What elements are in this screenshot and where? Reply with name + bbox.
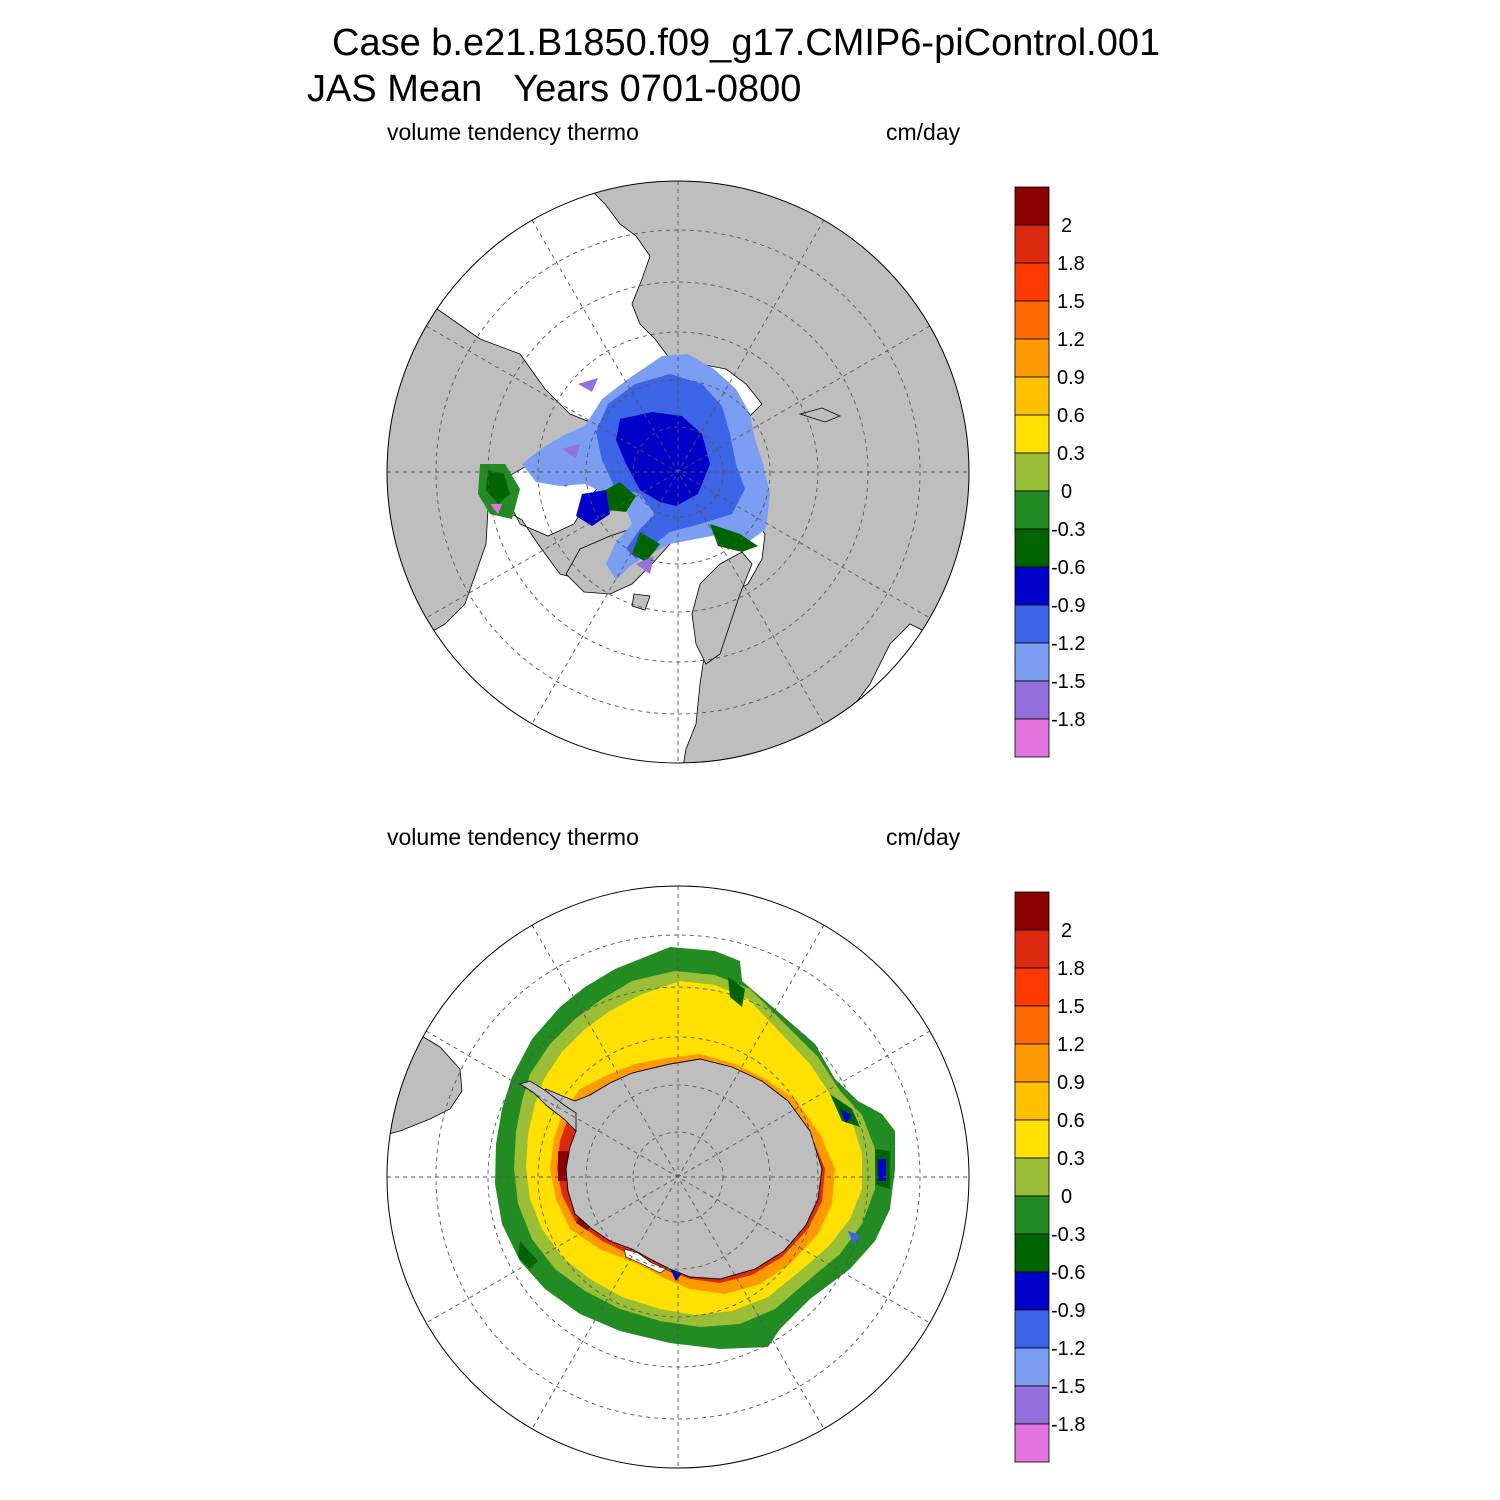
south-colorbar-tick-label: 0.3 [1057,1148,1085,1170]
north-colorbar-tick-label: -1.5 [1051,671,1085,693]
south-colorbar-tick-label: -1.8 [1051,1414,1085,1436]
south-colorbar-tick-label: 0 [1061,1186,1072,1208]
panel-north-units-label: cm/day [886,119,961,145]
north-colorbar-swatch-12 [1014,642,1050,682]
north-colorbar-tick-label: -0.9 [1051,595,1085,617]
south-colorbar-swatch-8 [1014,1195,1050,1235]
north-colorbar-tick-label: 1.5 [1057,291,1085,313]
panel-south-units-label: cm/day [886,824,961,850]
north-colorbar-swatch-6 [1014,414,1050,454]
south-graticule [387,886,969,1468]
antarctica-land [539,1058,823,1280]
south-colorbar-swatch-7 [1014,1157,1050,1197]
north-colorbar-swatch-4 [1014,338,1050,378]
north-colorbar: 2 1.8 1.5 1.2 0.9 0.6 0.3 0 -0.3 -0.6 -0.9 -1.2 -1.5… [1014,186,1085,758]
south-colorbar-swatch-10 [1014,1271,1050,1311]
south-colorbar-swatch-14 [1014,1423,1050,1463]
north-sea-ice-field [478,354,770,580]
panel-south-variable-label: volume tendency thermo [387,824,639,850]
figure-title-period: JAS Mean Years 0701-0800 [307,68,802,110]
south-colorbar-tick-label: -0.3 [1051,1224,1085,1246]
south-colorbar-swatch-13 [1014,1385,1050,1425]
north-colorbar-tick-label: 0.6 [1057,405,1085,427]
north-colorbar-swatch-10 [1014,566,1050,606]
north-colorbar-swatch-8 [1014,490,1050,530]
north-colorbar-swatch-14 [1014,718,1050,758]
south-colorbar-swatch-9 [1014,1233,1050,1273]
south-colorbar: 2 1.8 1.5 1.2 0.9 0.6 0.3 0 -0.3 -0.6 -0.9 -1.2 -1.5… [1014,891,1085,1463]
north-colorbar-swatch-3 [1014,300,1050,340]
south-colorbar-swatch-2 [1014,967,1050,1007]
south-colorbar-swatch-11 [1014,1309,1050,1349]
south-colorbar-swatch-3 [1014,1005,1050,1045]
south-colorbar-tick-label: -1.5 [1051,1376,1085,1398]
south-colorbar-tick-label: 1.2 [1057,1034,1085,1056]
north-polar-map [386,180,970,764]
panel-north-variable-label: volume tendency thermo [387,119,639,145]
south-polar-map [386,885,970,1469]
north-land [387,181,969,763]
south-colorbar-tick-label: -0.9 [1051,1300,1085,1322]
north-colorbar-tick-label: -0.6 [1051,557,1085,579]
north-colorbar-swatch-2 [1014,262,1050,302]
north-colorbar-tick-label: 1.8 [1057,253,1085,275]
north-colorbar-tick-label: 0 [1061,481,1072,503]
south-colorbar-tick-label: 2 [1061,920,1072,942]
north-colorbar-tick-label: -1.2 [1051,633,1085,655]
south-colorbar-swatch-4 [1014,1043,1050,1083]
north-colorbar-swatch-0 [1014,186,1050,226]
north-colorbar-swatch-13 [1014,680,1050,720]
north-colorbar-tick-label: 1.2 [1057,329,1085,351]
antarctic-peninsula-land [519,1080,577,1132]
south-colorbar-swatch-5 [1014,1081,1050,1121]
north-graticule [387,181,969,763]
south-colorbar-tick-label: 1.5 [1057,996,1085,1018]
figure-title-case: Case b.e21.B1850.f09_g17.CMIP6-piControl… [332,22,1161,64]
north-colorbar-swatch-9 [1014,528,1050,568]
south-colorbar-swatch-12 [1014,1347,1050,1387]
south-map-border [386,885,970,1469]
south-colorbar-tick-label: 0.9 [1057,1072,1085,1094]
north-colorbar-swatch-7 [1014,452,1050,492]
north-colorbar-swatch-11 [1014,604,1050,644]
north-map-border [386,180,970,764]
north-colorbar-tick-label: 0.9 [1057,367,1085,389]
south-colorbar-tick-label: 1.8 [1057,958,1085,980]
south-colorbar-swatch-6 [1014,1119,1050,1159]
north-colorbar-tick-label: 2 [1061,215,1072,237]
north-colorbar-tick-label: -0.3 [1051,519,1085,541]
north-colorbar-tick-label: 0.3 [1057,443,1085,465]
north-colorbar-swatch-1 [1014,224,1050,264]
north-colorbar-tick-label: -1.8 [1051,709,1085,731]
north-colorbar-swatch-5 [1014,376,1050,416]
south-colorbar-tick-label: 0.6 [1057,1110,1085,1132]
south-colorbar-swatch-1 [1014,929,1050,969]
south-colorbar-tick-label: -0.6 [1051,1262,1085,1284]
south-colorbar-tick-label: -1.2 [1051,1338,1085,1360]
south-colorbar-swatch-0 [1014,891,1050,931]
